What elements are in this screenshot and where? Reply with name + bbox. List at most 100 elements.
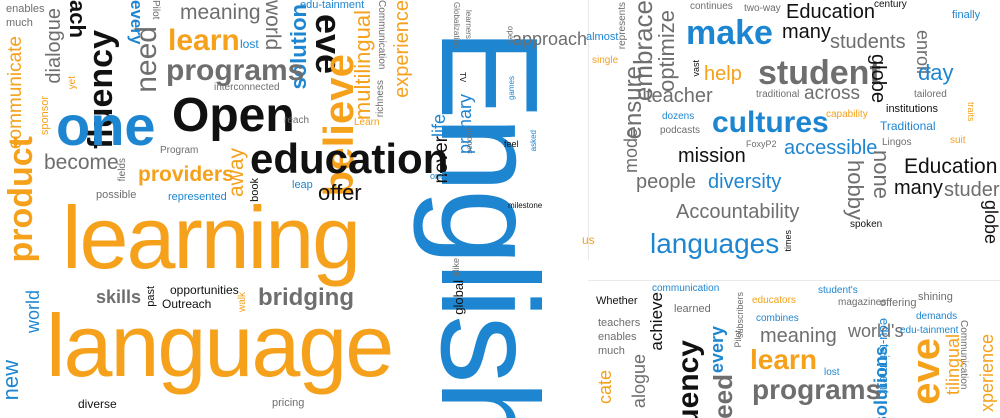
word-fields: fields bbox=[117, 158, 128, 182]
word-pricing: pricing bbox=[272, 397, 305, 409]
word-many-right: many bbox=[894, 177, 943, 199]
word-one: one bbox=[56, 94, 156, 157]
word-two-way: two-way bbox=[744, 3, 781, 14]
word-sponsor: sponsor bbox=[39, 96, 51, 136]
word-open: Open bbox=[172, 89, 295, 142]
word-many: many bbox=[782, 21, 831, 43]
word-learning: learning bbox=[62, 188, 361, 287]
word-open-small: open bbox=[506, 26, 515, 44]
word-century: century bbox=[874, 0, 907, 10]
word-program: Program bbox=[160, 145, 199, 156]
word-make: make bbox=[686, 14, 773, 52]
word-learn-2: learn bbox=[750, 344, 817, 375]
word-become: become bbox=[44, 151, 119, 174]
word-games: games bbox=[507, 76, 516, 101]
word-leap: leap bbox=[292, 179, 313, 191]
word-shining: shining bbox=[918, 291, 953, 303]
word-suit: suit bbox=[950, 135, 966, 146]
word-interconnected: interconnected bbox=[214, 82, 280, 93]
word-traditional: traditional bbox=[756, 89, 800, 100]
word-edutainment-2: edu-tainment bbox=[877, 318, 892, 394]
word-much: much bbox=[6, 17, 33, 29]
word-yet: yet bbox=[67, 76, 78, 90]
word-learners: learners bbox=[464, 10, 473, 39]
word-offering: offering bbox=[880, 297, 917, 309]
word-education-right: Education bbox=[904, 155, 998, 178]
word-cate: cate bbox=[595, 370, 615, 405]
word-tilingual: tilingual bbox=[943, 334, 963, 396]
word-programs: programs bbox=[166, 54, 305, 87]
word-learn: learn bbox=[168, 24, 240, 57]
word-represents: represents bbox=[617, 2, 628, 50]
word-bridging: bridging bbox=[258, 284, 354, 311]
word-traits: traits bbox=[966, 102, 976, 122]
word-meaning: meaning bbox=[180, 1, 261, 24]
word-student: student bbox=[758, 54, 881, 92]
word-eve-2: eve bbox=[904, 338, 948, 405]
word-every: every bbox=[127, 0, 146, 45]
word-languages: languages bbox=[650, 228, 780, 259]
word-combines: combines bbox=[756, 313, 799, 324]
word-students-apostrophe: student's bbox=[818, 285, 858, 296]
word-help: help bbox=[704, 63, 742, 85]
word-asked: asked bbox=[529, 130, 538, 152]
word-hobby: hobby bbox=[843, 160, 868, 220]
word-pilot: Pilot bbox=[150, 0, 161, 20]
panel-divider bbox=[588, 280, 1000, 281]
word-new: new bbox=[0, 360, 23, 401]
word-milestone: milestone bbox=[508, 201, 543, 210]
word-enables-2: enables bbox=[598, 331, 637, 343]
word-second: second bbox=[465, 128, 474, 154]
word-achieve: achieve bbox=[647, 292, 666, 351]
word-single: single bbox=[592, 55, 619, 66]
word-alogue: alogue bbox=[629, 354, 649, 409]
word-worlds: world's bbox=[848, 321, 904, 341]
word-students: students bbox=[830, 31, 906, 53]
word-magazines: magazines bbox=[838, 297, 887, 308]
word-tv: TV bbox=[458, 72, 467, 83]
word-edutainment-3: edu-tainment bbox=[900, 325, 959, 336]
word-educators: educators bbox=[752, 295, 796, 306]
word-teacher: teacher bbox=[646, 85, 713, 107]
word-times: times bbox=[783, 230, 793, 252]
word-one-third: one third bbox=[430, 171, 466, 181]
panel-divider bbox=[588, 0, 589, 260]
word-institutions: institutions bbox=[886, 103, 938, 115]
word-podcasts: podcasts bbox=[660, 125, 701, 136]
word-day: day bbox=[918, 60, 954, 85]
word-global: global bbox=[451, 280, 466, 315]
word-communication-2: Communication bbox=[958, 320, 969, 390]
word-learn-small: Learn bbox=[354, 117, 380, 128]
word-providers: providers bbox=[138, 163, 234, 186]
word-world: world bbox=[261, 0, 284, 51]
word-feel: feel bbox=[504, 139, 519, 149]
word-demands: demands bbox=[916, 311, 958, 322]
word-accessible: accessible bbox=[784, 137, 878, 159]
word-pilot-2: Pilot bbox=[733, 330, 743, 348]
word-people: people bbox=[636, 171, 697, 193]
word-education-top: Education bbox=[786, 1, 875, 23]
word-continues: continues bbox=[690, 1, 733, 12]
word-product: product bbox=[2, 136, 40, 263]
word-meaning-2: meaning bbox=[760, 325, 837, 347]
word-xperience: xperience bbox=[977, 334, 997, 413]
word-capability: capability bbox=[826, 109, 868, 120]
word-eed: eed bbox=[708, 374, 738, 418]
word-globe: globe bbox=[867, 54, 889, 103]
word-spoken: spoken bbox=[850, 219, 883, 230]
word-learned: learned bbox=[674, 303, 711, 315]
word-almost: almost bbox=[586, 31, 619, 43]
word-life: life bbox=[429, 114, 449, 138]
word-mode: mode bbox=[621, 128, 641, 174]
word-ach: ach bbox=[65, 0, 90, 38]
word-communicate: communicate bbox=[5, 36, 26, 149]
word-reach: reach bbox=[284, 115, 310, 126]
word-us: us bbox=[582, 233, 595, 247]
word-outreach: Outreach bbox=[162, 297, 212, 311]
word-communication: communication bbox=[652, 283, 720, 294]
word-globalization: Globalization bbox=[452, 2, 461, 49]
word-foxyp2: FoxyP2 bbox=[746, 139, 777, 149]
word-accountability: Accountability bbox=[676, 201, 800, 223]
word-enroll: enroll bbox=[913, 30, 933, 75]
word-approach: approach bbox=[512, 29, 588, 49]
